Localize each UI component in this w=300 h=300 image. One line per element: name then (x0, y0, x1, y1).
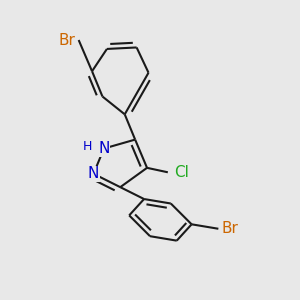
Text: N: N (98, 141, 110, 156)
Text: Br: Br (58, 32, 75, 47)
Text: Cl: Cl (174, 165, 189, 180)
Text: N: N (88, 166, 99, 181)
Text: Br: Br (222, 221, 239, 236)
Text: H: H (83, 140, 92, 153)
